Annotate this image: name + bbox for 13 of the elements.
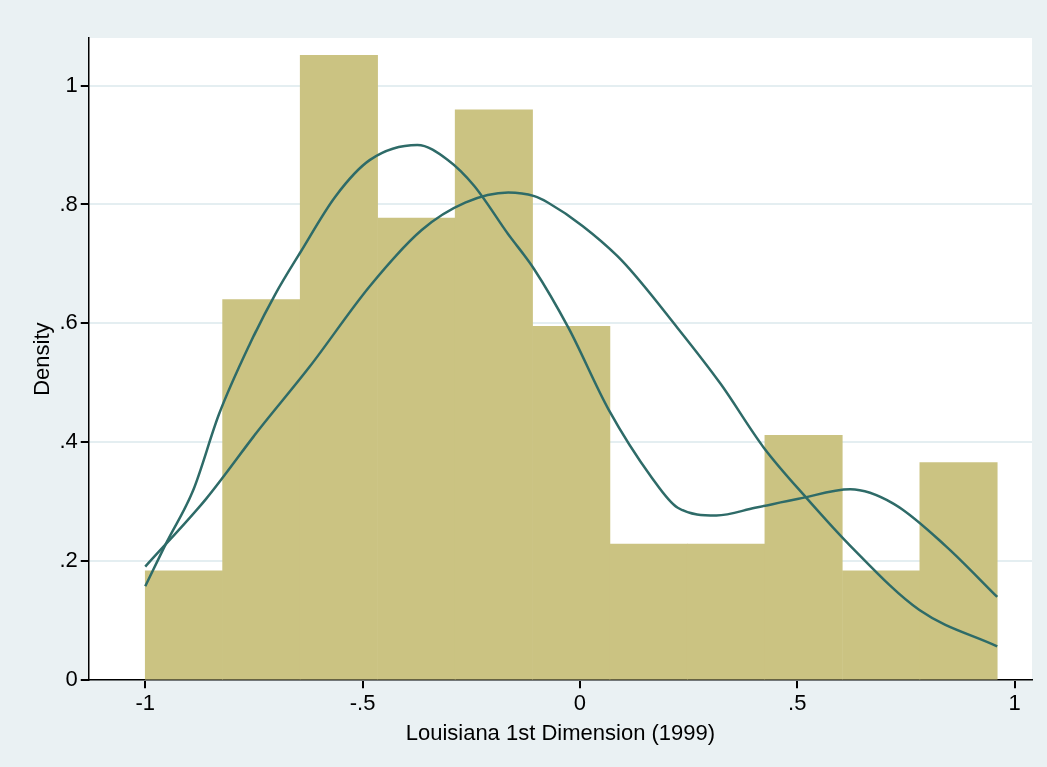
y-tick-label: .8 [59, 190, 78, 216]
y-tick-label: 1 [65, 71, 78, 97]
y-tick-label: .2 [59, 547, 78, 573]
x-tick-label: 0 [573, 690, 587, 716]
x-tick-label: -.5 [349, 690, 376, 716]
x-tick-label: -1 [135, 690, 156, 716]
y-tick-label: 0 [65, 666, 78, 692]
y-axis-title: Density [29, 322, 55, 396]
y-tick-label: .4 [59, 428, 78, 454]
y-tick-label: .6 [59, 309, 78, 335]
x-tick-label: .5 [788, 690, 807, 716]
x-tick-label: 1 [1008, 690, 1021, 716]
x-axis-title: Louisiana 1st Dimension (1999) [405, 719, 716, 745]
